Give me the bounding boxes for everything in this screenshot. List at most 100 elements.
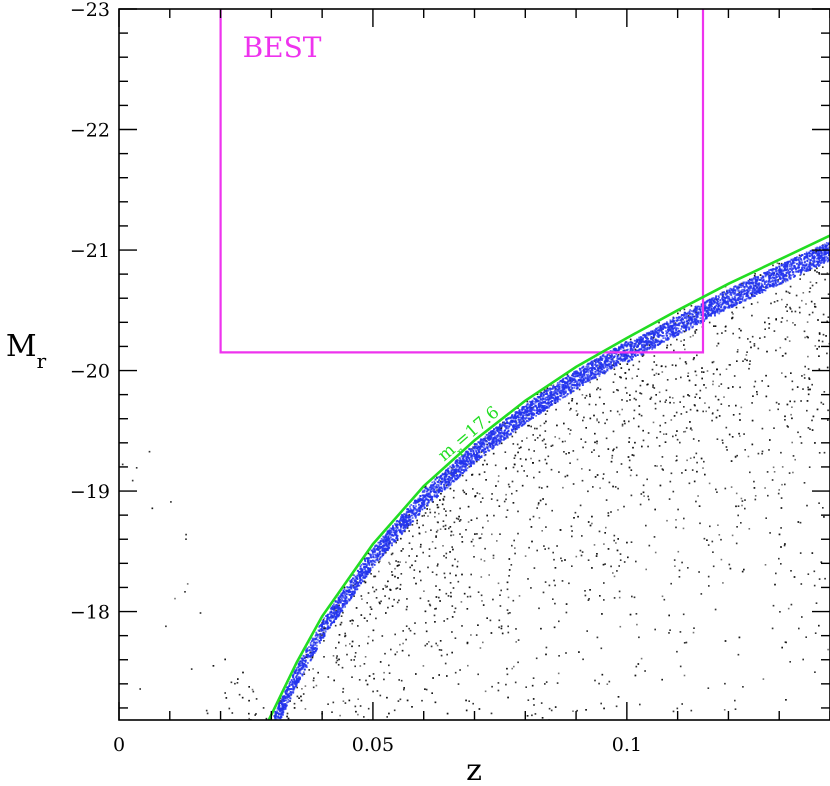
galaxy-point	[331, 711, 333, 713]
galaxy-point	[508, 486, 511, 488]
galaxy-point	[336, 655, 338, 657]
galaxy-point	[615, 542, 617, 544]
galaxy-point	[598, 396, 601, 399]
galaxy-point	[784, 338, 787, 340]
galaxy-point	[431, 541, 434, 543]
galaxy-point	[682, 325, 685, 328]
galaxy-point	[669, 401, 671, 404]
galaxy-point	[411, 706, 413, 708]
galaxy-point	[816, 348, 818, 350]
galaxy-point	[571, 398, 574, 400]
galaxy-point	[640, 657, 643, 660]
galaxy-point	[390, 648, 392, 651]
galaxy-point	[640, 493, 643, 495]
galaxy-point	[671, 364, 674, 366]
galaxy-point	[324, 627, 326, 629]
galaxy-point	[822, 313, 825, 316]
galaxy-point	[693, 456, 695, 459]
galaxy-point	[748, 528, 751, 530]
galaxy-point	[596, 378, 598, 381]
galaxy-point	[399, 583, 402, 586]
galaxy-point	[544, 581, 547, 583]
galaxy-point	[641, 355, 644, 357]
galaxy-point	[785, 306, 787, 308]
galaxy-point	[790, 603, 793, 606]
galaxy-point	[423, 590, 425, 592]
galaxy-point	[524, 555, 527, 557]
galaxy-point	[764, 321, 766, 324]
galaxy-point	[587, 559, 590, 561]
galaxy-point	[544, 413, 547, 415]
galaxy-point	[740, 497, 743, 500]
galaxy-point	[716, 491, 718, 493]
galaxy-point	[777, 279, 779, 281]
galaxy-point	[563, 422, 565, 425]
galaxy-point	[683, 339, 685, 341]
galaxy-point	[777, 492, 780, 495]
galaxy-point	[520, 446, 522, 449]
galaxy-point	[608, 481, 611, 484]
galaxy-point	[647, 495, 649, 498]
galaxy-point	[744, 358, 746, 361]
galaxy-point	[786, 310, 788, 312]
galaxy-point	[507, 625, 509, 628]
galaxy-point	[739, 435, 741, 437]
galaxy-point	[480, 558, 482, 561]
galaxy-point	[511, 435, 514, 438]
galaxy-point	[505, 493, 507, 496]
galaxy-point	[400, 679, 403, 682]
galaxy-point	[186, 583, 189, 585]
galaxy-point	[725, 446, 728, 448]
galaxy-point	[683, 431, 685, 433]
galaxy-point	[810, 300, 813, 303]
galaxy-point	[554, 602, 556, 605]
galaxy-point	[642, 491, 645, 494]
galaxy-point	[784, 375, 787, 378]
galaxy-point	[717, 524, 719, 526]
galaxy-point	[541, 487, 543, 489]
galaxy-point	[437, 563, 439, 565]
galaxy-point	[406, 527, 409, 529]
galaxy-point	[613, 539, 615, 542]
galaxy-point	[397, 577, 399, 579]
galaxy-point	[293, 702, 296, 705]
galaxy-point	[322, 619, 325, 621]
galaxy-point	[507, 631, 510, 634]
galaxy-point	[824, 577, 826, 580]
galaxy-point	[779, 346, 782, 349]
galaxy-point	[531, 714, 533, 717]
galaxy-point	[815, 251, 817, 253]
galaxy-point	[494, 464, 497, 467]
galaxy-point	[629, 394, 631, 396]
galaxy-point	[817, 319, 819, 321]
galaxy-point	[682, 395, 685, 398]
galaxy-point	[428, 641, 430, 643]
galaxy-point	[589, 381, 591, 384]
galaxy-point	[370, 573, 372, 575]
galaxy-point	[745, 354, 748, 356]
galaxy-point	[515, 490, 518, 492]
galaxy-point	[571, 565, 573, 567]
galaxy-point	[554, 567, 557, 569]
galaxy-point	[449, 526, 452, 528]
galaxy-point	[497, 480, 500, 483]
galaxy-point	[679, 441, 681, 444]
galaxy-point	[558, 471, 560, 473]
galaxy-point	[724, 487, 727, 490]
galaxy-point	[633, 409, 636, 412]
galaxy-point	[548, 584, 551, 587]
galaxy-point	[480, 594, 483, 597]
galaxy-point	[427, 600, 430, 602]
galaxy-point	[372, 629, 375, 632]
galaxy-point	[761, 427, 764, 430]
galaxy-point	[793, 576, 796, 578]
faint-galaxy-point	[269, 733, 271, 735]
galaxy-point	[675, 526, 677, 529]
galaxy-point	[610, 460, 613, 463]
galaxy-point	[508, 575, 510, 577]
galaxy-point	[372, 673, 375, 675]
galaxy-point	[434, 621, 436, 623]
galaxy-point	[714, 608, 717, 611]
galaxy-point	[788, 292, 791, 294]
galaxy-point	[367, 635, 370, 638]
